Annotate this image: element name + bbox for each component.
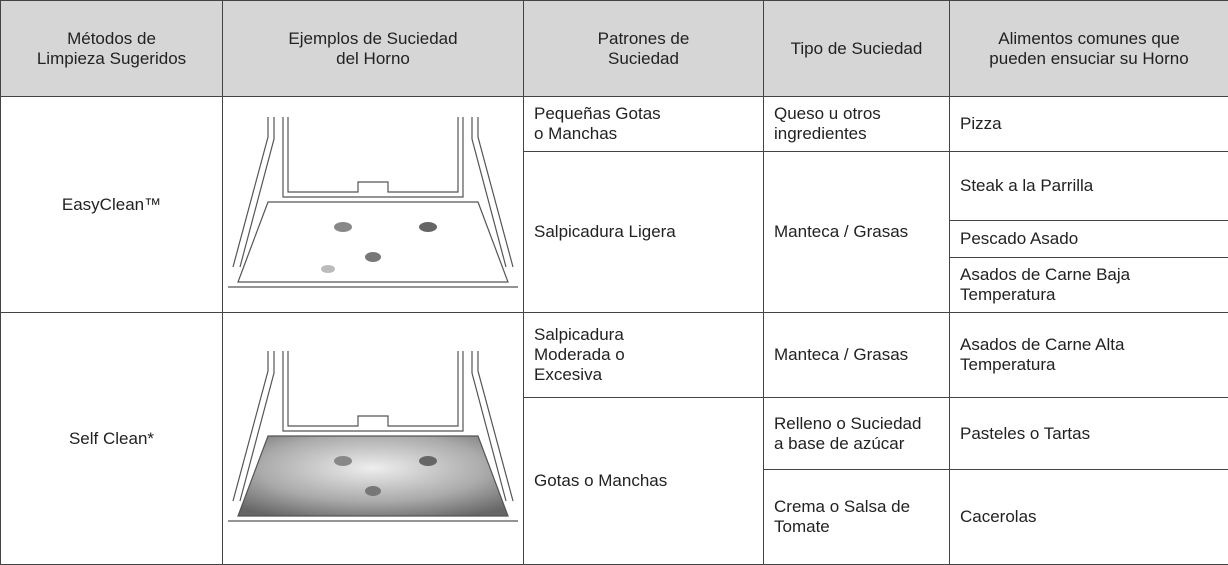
- image-cell: [223, 97, 524, 313]
- type-cell: Queso u otros ingredientes: [764, 97, 950, 152]
- page: Métodos de Limpieza Sugeridos Ejemplos d…: [0, 0, 1228, 532]
- header-cell: Métodos de Limpieza Sugeridos: [1, 1, 223, 97]
- header-cell: Alimentos comunes que pueden ensuciar su…: [950, 1, 1228, 97]
- food-cell: Pizza: [950, 97, 1228, 152]
- food-cell: Cacerolas: [950, 470, 1228, 565]
- header-cell: Ejemplos de Suciedad del Horno: [223, 1, 524, 97]
- type-cell: Crema o Salsa de Tomate: [764, 470, 950, 565]
- pattern-cell: Gotas o Manchas: [524, 398, 764, 565]
- header-row: Métodos de Limpieza Sugeridos Ejemplos d…: [1, 1, 1228, 97]
- image-cell: [223, 313, 524, 565]
- header-cell: Patrones de Suciedad: [524, 1, 764, 97]
- oven-light-soil: [228, 117, 518, 292]
- method-cell: EasyClean™: [1, 97, 223, 313]
- pattern-cell: Pequeñas Gotas o Manchas: [524, 97, 764, 152]
- row: Self Clean* Salpicadura Moderada o Exces…: [1, 313, 1228, 398]
- header-cell: Tipo de Suciedad: [764, 1, 950, 97]
- food-cell: Asados de Carne Alta Temperatura: [950, 313, 1228, 398]
- row: EasyClean™ Pequeñas Gotas o Manchas Ques…: [1, 97, 1228, 152]
- oven-heavy-soil: [228, 351, 518, 526]
- method-cell: Self Clean*: [1, 313, 223, 565]
- food-cell: Pescado Asado: [950, 221, 1228, 258]
- food-cell: Asados de Carne Baja Temperatura: [950, 258, 1228, 313]
- pattern-cell: Salpicadura Ligera: [524, 152, 764, 313]
- pattern-cell: Salpicadura Moderada o Excesiva: [524, 313, 764, 398]
- food-cell: Pasteles o Tartas: [950, 398, 1228, 470]
- food-cell: Steak a la Parrilla: [950, 152, 1228, 221]
- type-cell: Manteca / Grasas: [764, 313, 950, 398]
- type-cell: Manteca / Grasas: [764, 152, 950, 313]
- type-cell: Relleno o Suciedad a base de azúcar: [764, 398, 950, 470]
